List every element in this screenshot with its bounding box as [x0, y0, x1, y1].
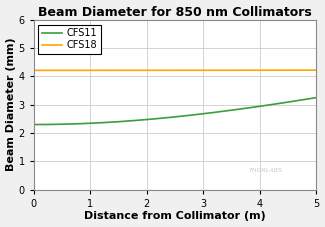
- CFS11: [200, 113, 204, 115]
- CFS11: [185, 114, 188, 117]
- Title: Beam Diameter for 850 nm Collimators: Beam Diameter for 850 nm Collimators: [38, 5, 312, 19]
- Legend: CFS11, CFS18: CFS11, CFS18: [38, 25, 101, 54]
- CFS11: [166, 116, 170, 119]
- Line: CFS11: CFS11: [33, 98, 316, 125]
- CFS11: [32, 123, 35, 126]
- CFS11: [314, 96, 318, 99]
- CFS18: [307, 69, 311, 72]
- CFS18: [185, 69, 188, 72]
- CFS18: [166, 69, 170, 72]
- Y-axis label: Beam Diameter (mm): Beam Diameter (mm): [6, 38, 16, 171]
- CFS18: [263, 69, 267, 72]
- CFS18: [314, 69, 318, 72]
- X-axis label: Distance from Collimator (m): Distance from Collimator (m): [84, 211, 266, 222]
- CFS11: [168, 116, 172, 119]
- CFS11: [307, 97, 311, 100]
- CFS18: [200, 69, 204, 72]
- CFS18: [32, 69, 35, 72]
- CFS18: [168, 69, 172, 72]
- Text: THORLABS: THORLABS: [249, 168, 282, 173]
- CFS11: [263, 104, 267, 107]
